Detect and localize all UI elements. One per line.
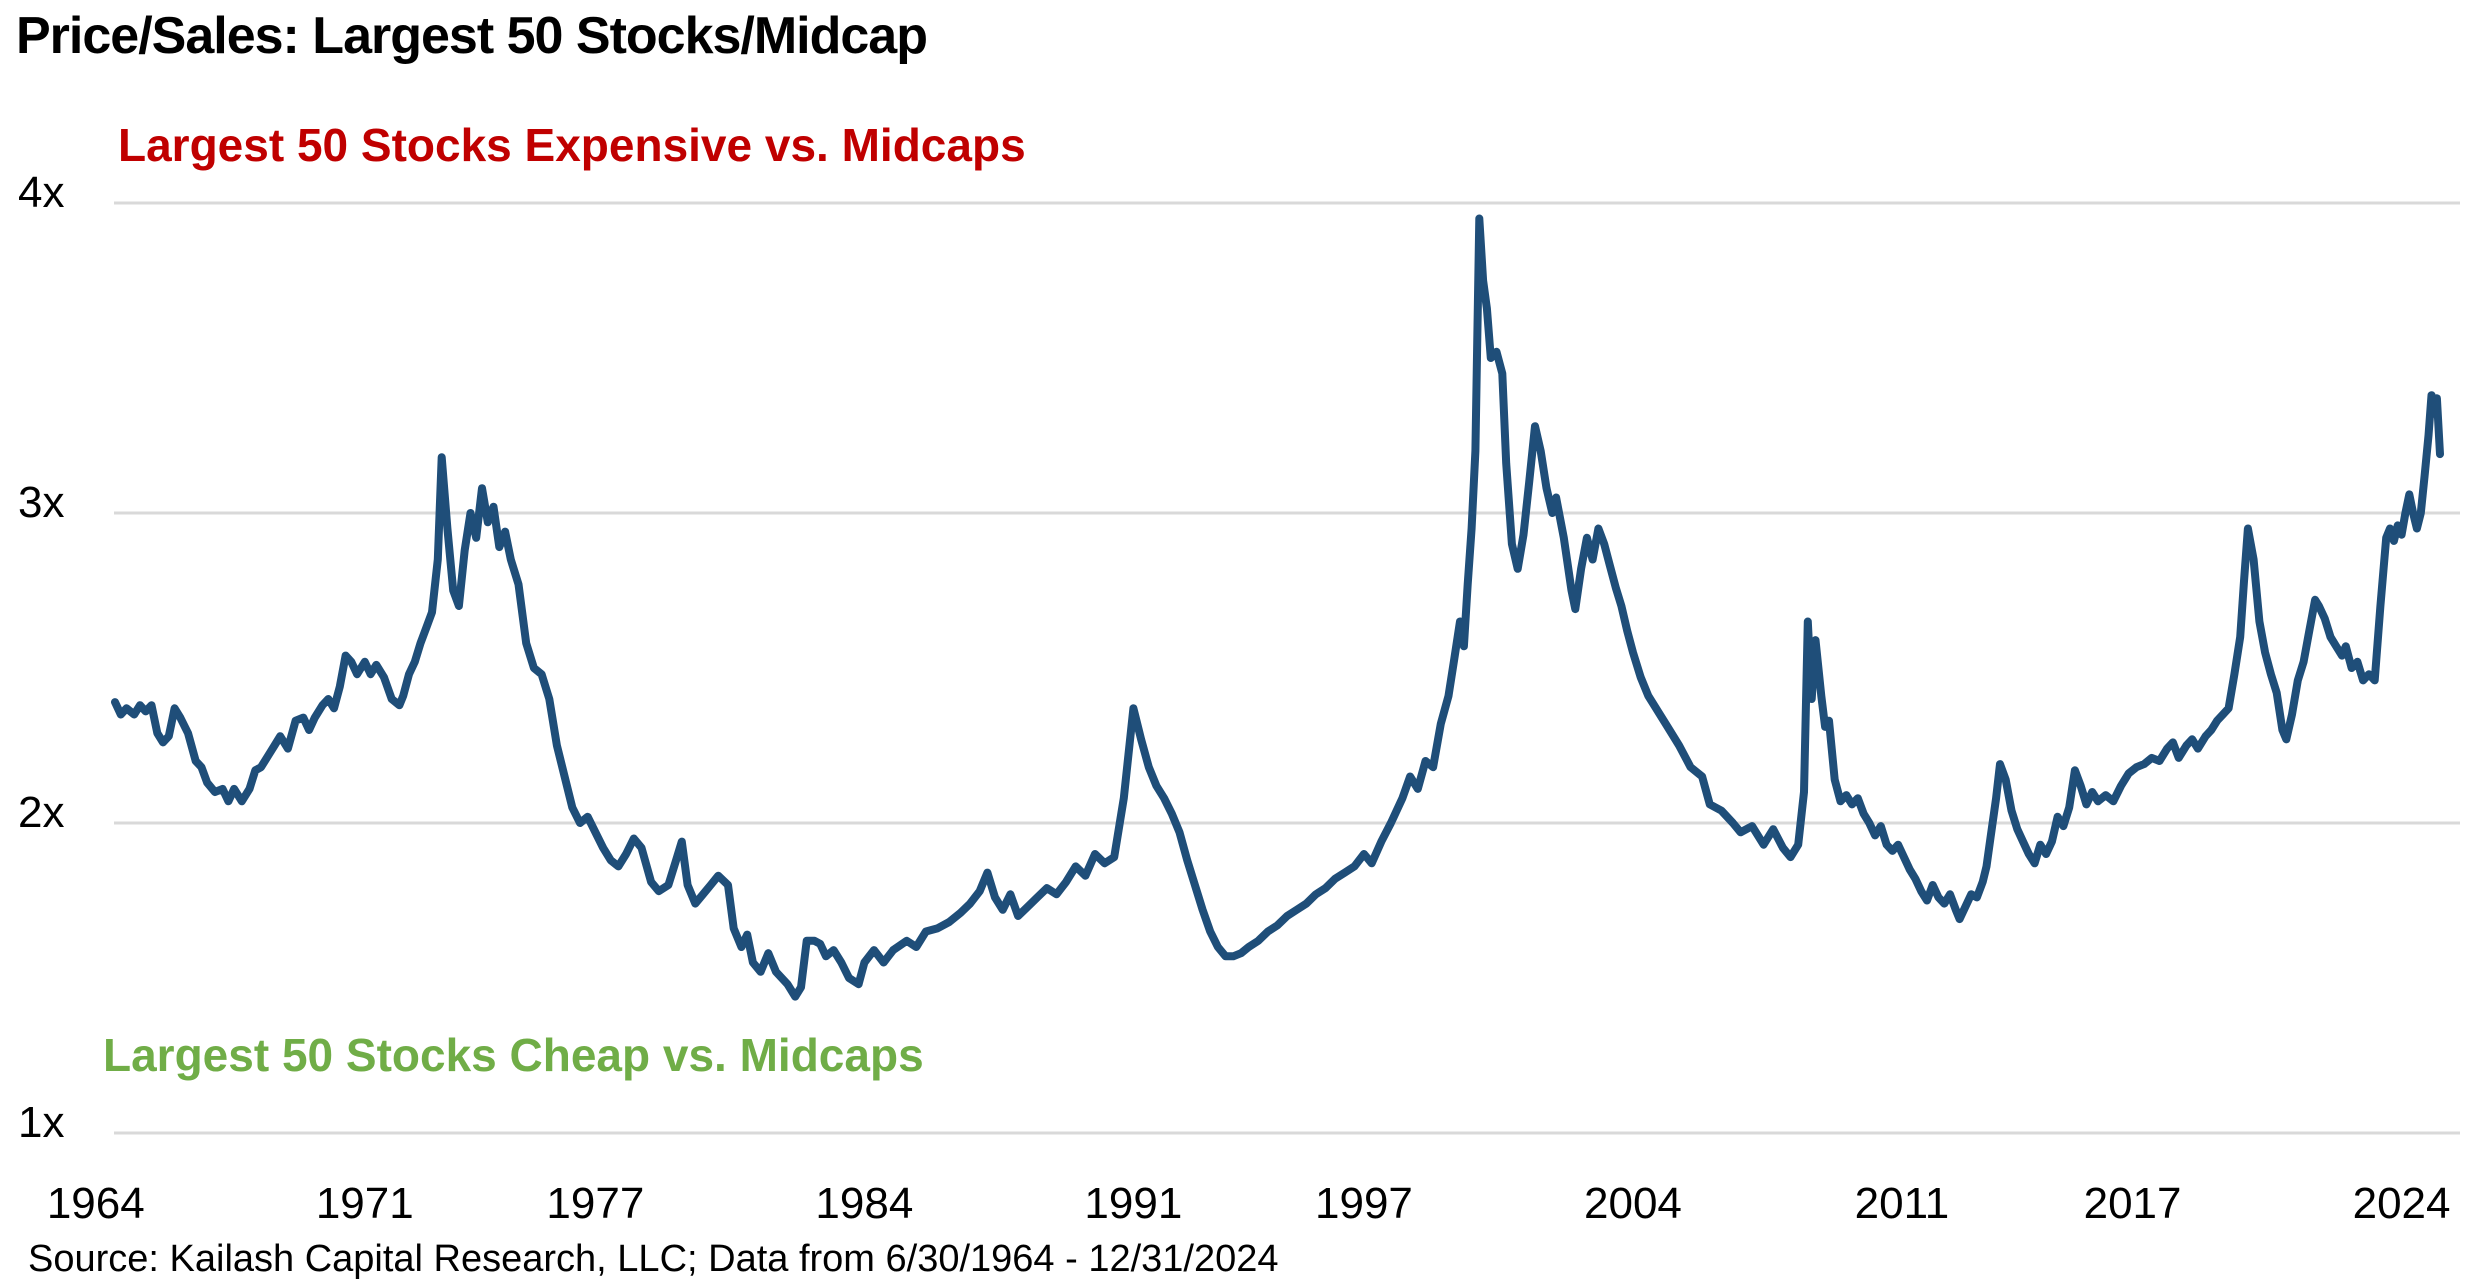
x-axis-label-2004: 2004 [1584,1179,1682,1228]
annotation-expensive: Largest 50 Stocks Expensive vs. Midcaps [118,119,1026,171]
x-axis-label-2017: 2017 [2083,1179,2182,1228]
x-axis-label-1964: 1964 [46,1179,145,1228]
y-axis-label-1x: 1x [18,1098,65,1147]
y-axis-label-3x: 3x [18,478,65,527]
x-axis-label-2024: 2024 [2352,1179,2451,1228]
y-axis-label-2x: 2x [18,788,65,837]
x-axis-label-2011: 2011 [1854,1179,1950,1228]
x-axis-label-1997: 1997 [1315,1179,1413,1228]
page-title: Price/Sales: Largest 50 Stocks/Midcap [16,7,928,65]
gridlines [114,201,2460,1135]
x-axis-label-1971: 1971 [315,1179,414,1228]
x-axis-label-1984: 1984 [815,1179,914,1228]
x-axis-label-1977: 1977 [546,1179,645,1228]
x-axis-label-1991: 1991 [1084,1179,1183,1228]
annotation-cheap: Largest 50 Stocks Cheap vs. Midcaps [103,1029,924,1081]
price-sales-ratio-line [111,214,2444,1001]
y-axis-label-4x: 4x [18,168,65,217]
source-note: Source: Kailash Capital Research, LLC; D… [28,1238,1279,1280]
